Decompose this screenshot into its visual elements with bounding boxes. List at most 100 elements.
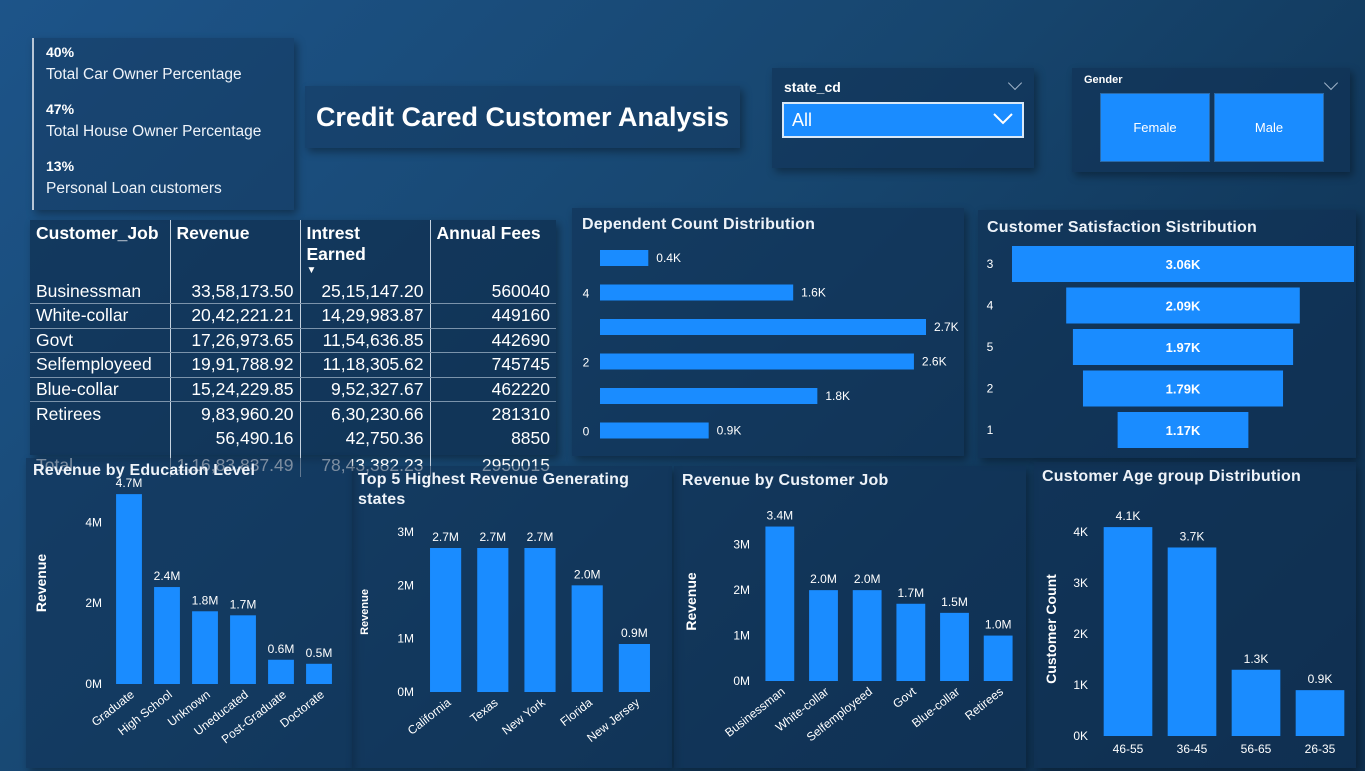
table-row[interactable]: Businessman 33,58,173.50 25,15,147.20 56004… bbox=[30, 279, 556, 304]
table-row[interactable]: Blue-collar 15,24,229.85 9,52,327.67 462220 bbox=[30, 377, 556, 402]
state-slicer: state_cd All bbox=[772, 68, 1034, 168]
data-label: 2.0M bbox=[854, 572, 881, 586]
table-cell: 17,26,973.65 bbox=[169, 328, 300, 353]
x-tick-label: California bbox=[405, 695, 454, 737]
personal-loan-label: Personal Loan customers bbox=[46, 180, 222, 197]
bar-states[interactable] bbox=[571, 585, 603, 692]
gender-female-button[interactable]: Female bbox=[1100, 93, 1210, 162]
funnel-bar[interactable] bbox=[1012, 246, 1354, 282]
bar-states[interactable] bbox=[618, 644, 650, 692]
y-tick-label: 1M bbox=[397, 632, 414, 646]
bar-dependent[interactable] bbox=[600, 353, 914, 370]
table-cell: 560040 bbox=[429, 279, 556, 304]
col-header-interest-earned[interactable]: Intrest Earned ▼ bbox=[299, 220, 430, 279]
bar-education[interactable] bbox=[116, 494, 142, 684]
table-cell: 56,490.16 bbox=[169, 426, 300, 451]
data-label: 0.9K bbox=[717, 424, 742, 438]
top-states-plot: 2.7M California 2.7M Texas 2.7M New York 2.0M F… bbox=[359, 525, 650, 745]
y-tick-label: 0M bbox=[397, 685, 414, 699]
gender-slicer-label: Gender bbox=[1084, 74, 1123, 86]
bar-age[interactable] bbox=[1103, 527, 1153, 736]
col-header-revenue[interactable]: Revenue bbox=[169, 220, 300, 279]
table-cell: 8850 bbox=[429, 426, 556, 451]
bar-jobs[interactable] bbox=[940, 612, 969, 681]
bar-jobs[interactable] bbox=[852, 590, 882, 681]
bar-education[interactable] bbox=[230, 615, 256, 684]
x-tick-label: Florida bbox=[558, 695, 596, 729]
col-header-customer-job[interactable]: Customer_Job bbox=[36, 223, 159, 243]
bar-states[interactable] bbox=[430, 548, 462, 692]
bar-jobs[interactable] bbox=[896, 603, 926, 681]
data-label: 3.06K bbox=[1166, 257, 1201, 272]
bar-jobs[interactable] bbox=[809, 590, 838, 681]
table-cell: 9,83,960.20 bbox=[169, 401, 300, 426]
funnel-bar[interactable] bbox=[1082, 370, 1284, 407]
bar-age[interactable] bbox=[1167, 547, 1217, 736]
bar-age[interactable] bbox=[1231, 669, 1281, 736]
age-group-plot: 4.1K 46-55 3.7K 36-45 1.3K 56-65 0.9K 26-35 0K 1K… bbox=[1043, 509, 1345, 756]
bar-states[interactable] bbox=[477, 548, 509, 692]
data-label: 0.9M bbox=[621, 626, 648, 640]
state-dropdown[interactable]: All bbox=[782, 102, 1024, 138]
y-tick-label: 5 bbox=[987, 340, 994, 354]
chevron-down-icon bbox=[992, 108, 1014, 135]
funnel-bar[interactable] bbox=[1117, 412, 1249, 448]
y-tick-label: 0M bbox=[733, 674, 750, 688]
sort-descending-icon: ▼ bbox=[306, 265, 317, 276]
chart-title: Revenue by Customer Job bbox=[682, 472, 889, 489]
data-label: 2.7K bbox=[934, 320, 959, 334]
x-tick-label: 46-55 bbox=[1113, 742, 1144, 756]
y-tick-label: 3K bbox=[1073, 576, 1088, 590]
y-tick-label: 4 bbox=[987, 299, 994, 313]
bar-dependent[interactable] bbox=[600, 319, 926, 335]
y-tick-label: 4K bbox=[1073, 525, 1088, 539]
chart-title: Dependent Count Distribution bbox=[582, 216, 816, 233]
bar-jobs[interactable] bbox=[765, 526, 795, 681]
car-owner-value: 40% bbox=[46, 44, 75, 60]
bar-dependent[interactable] bbox=[600, 422, 709, 439]
data-label: 0.9K bbox=[1308, 672, 1333, 686]
bar-dependent[interactable] bbox=[600, 250, 649, 266]
bar-education[interactable] bbox=[192, 611, 218, 684]
data-label: 2.0M bbox=[810, 572, 837, 586]
bar-age[interactable] bbox=[1295, 690, 1345, 736]
table-cell: Blue-collar bbox=[30, 377, 170, 402]
bar-education[interactable] bbox=[154, 587, 180, 684]
table-row[interactable]: Govt 17,26,973.65 11,54,636.85 442690 bbox=[30, 328, 556, 353]
table-row[interactable]: Retirees 9,83,960.20 6,30,230.66 281310 bbox=[30, 401, 556, 426]
table-cell: 14,29,983.87 bbox=[299, 303, 430, 329]
data-label: 2.09K bbox=[1166, 299, 1201, 314]
bar-education[interactable] bbox=[268, 659, 294, 684]
bar-education[interactable] bbox=[306, 663, 332, 684]
y-tick-label: 2 bbox=[987, 382, 994, 396]
bar-jobs[interactable] bbox=[983, 635, 1013, 681]
data-label: 1.0M bbox=[985, 618, 1012, 632]
table-cell: Govt bbox=[30, 328, 170, 353]
car-owner-label: Total Car Owner Percentage bbox=[46, 66, 242, 83]
data-label: 1.7M bbox=[230, 597, 257, 611]
data-label: 2.7M bbox=[432, 530, 459, 544]
table-cell: 25,15,147.20 bbox=[299, 279, 430, 304]
table-row[interactable]: 56,490.16 42,750.36 8850 bbox=[30, 426, 556, 451]
table-row[interactable]: White-collar 20,42,221.21 14,29,983.87 4491… bbox=[30, 303, 556, 329]
table-cell bbox=[30, 426, 170, 451]
table-cell: 42,750.36 bbox=[299, 426, 430, 451]
job-revenue-chart: Revenue by Customer Job 3.4M Businessman 2… bbox=[674, 466, 1026, 768]
gender-male-button[interactable]: Male bbox=[1214, 93, 1324, 162]
bar-dependent[interactable] bbox=[600, 284, 794, 301]
dependent-count-plot: 0.4K 1.6K 4 2.7K 2.6K 2 1.8K 0.9K 0 bbox=[583, 250, 959, 439]
funnel-bar[interactable] bbox=[1072, 329, 1294, 365]
data-label: 0.6M bbox=[268, 642, 295, 656]
state-slicer-label: state_cd bbox=[784, 79, 841, 95]
y-tick-label: 1 bbox=[987, 423, 994, 437]
bar-dependent[interactable] bbox=[600, 388, 818, 404]
funnel-bar[interactable] bbox=[1066, 287, 1300, 324]
bar-states[interactable] bbox=[524, 548, 556, 692]
col-header-annual-fees[interactable]: Annual Fees bbox=[429, 220, 556, 279]
chart-title: Top 5 Highest Revenue Generating states bbox=[358, 471, 630, 508]
data-label: 2.7M bbox=[479, 530, 506, 544]
x-tick-label: 56-65 bbox=[1241, 742, 1272, 756]
data-label: 3.7K bbox=[1180, 529, 1205, 543]
table-row[interactable]: Selfemployeed 19,91,788.92 11,18,305.62 745… bbox=[30, 352, 556, 378]
